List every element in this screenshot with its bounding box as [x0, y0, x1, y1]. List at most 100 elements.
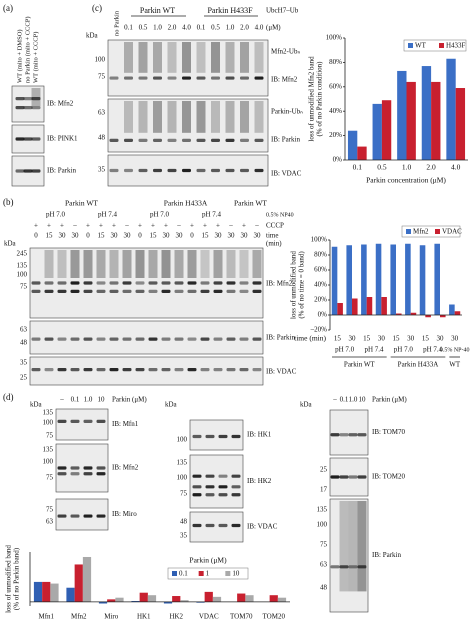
- smear: [138, 101, 148, 133]
- cccp-sign: –: [254, 222, 259, 230]
- cccp-label: CCCP: [266, 222, 284, 230]
- band: [15, 169, 25, 173]
- band: [252, 337, 262, 341]
- bar: [397, 70, 407, 160]
- band: [231, 434, 241, 439]
- x-tick-label: 15: [363, 335, 371, 343]
- smear: [148, 250, 158, 278]
- time-label: 30: [228, 232, 236, 240]
- band: [96, 472, 106, 476]
- smear: [109, 250, 119, 278]
- smear: [124, 101, 133, 133]
- kda-marker: 100: [43, 458, 54, 466]
- smear: [161, 250, 171, 278]
- lane-label: 0.5: [139, 24, 148, 32]
- band: [23, 137, 33, 141]
- band: [83, 368, 93, 372]
- band: [211, 76, 220, 80]
- band: [31, 97, 41, 101]
- kda-marker: 48: [20, 339, 28, 347]
- bar: [440, 315, 446, 318]
- group-label: Parkin H433A: [164, 199, 208, 208]
- legend-label: VDAC: [442, 228, 462, 236]
- bar: [406, 81, 416, 160]
- smear: [254, 101, 264, 133]
- bar: [196, 601, 205, 603]
- x-tick-label: 30: [407, 335, 415, 343]
- smear: [167, 101, 177, 133]
- band: [96, 514, 106, 518]
- band: [357, 433, 367, 437]
- condition-label: pH 7.4: [98, 211, 118, 219]
- band: [218, 523, 228, 528]
- bar: [446, 58, 456, 160]
- y-tick-label: 20%: [314, 296, 327, 304]
- band: [240, 138, 249, 142]
- bar: [180, 600, 189, 602]
- time-label: 30: [215, 232, 223, 240]
- cccp-sign: –: [72, 222, 77, 230]
- condition-label: pH 7.4: [364, 346, 384, 354]
- smear: [240, 101, 249, 133]
- time-label: 0: [190, 232, 194, 240]
- smear: [83, 250, 93, 278]
- bar: [434, 243, 440, 315]
- lane-label: no Parkin: [113, 10, 120, 36]
- band: [218, 485, 228, 489]
- smear: [357, 501, 367, 592]
- band: [348, 433, 358, 437]
- band: [254, 138, 264, 142]
- kda-marker: 75: [320, 541, 328, 549]
- band: [138, 138, 148, 142]
- blot-label: IB: PINK1: [47, 135, 78, 143]
- lane-label: 4.0: [255, 24, 264, 32]
- time-label: 30: [111, 232, 119, 240]
- x-tick-label: VDAC: [199, 613, 219, 621]
- lane-label: 2.0: [168, 24, 177, 32]
- bar: [245, 595, 254, 602]
- band: [96, 289, 106, 293]
- bar: [346, 245, 352, 315]
- kda-marker: 100: [43, 419, 54, 427]
- cccp-sign: +: [60, 222, 64, 230]
- band: [83, 281, 93, 285]
- x-tick-label: 15: [422, 335, 430, 343]
- cccp-sign: +: [47, 222, 51, 230]
- bar: [204, 591, 213, 602]
- panel-label: (d): [3, 392, 14, 402]
- bar: [390, 244, 396, 315]
- band: [124, 168, 133, 173]
- x-tick-label: 15: [334, 335, 342, 343]
- band: [70, 419, 80, 423]
- blot-label: Mfn2-Ubₙ: [271, 48, 300, 56]
- lane-label: 1.0: [84, 396, 93, 404]
- band: [57, 368, 67, 372]
- lane-label: 0.1: [340, 396, 349, 404]
- cccp-sign: +: [138, 222, 142, 230]
- kda-marker: 75: [98, 73, 106, 81]
- band: [239, 337, 249, 341]
- band: [192, 434, 202, 439]
- kda-marker: 100: [177, 474, 188, 482]
- blot-label: IB: Mfn1: [112, 420, 139, 428]
- smear: [182, 101, 191, 133]
- band: [226, 337, 236, 341]
- y-tick-label: –20%: [310, 326, 328, 334]
- y-tick-label: 60%: [314, 266, 327, 274]
- condition-label: pH 7.4: [423, 346, 443, 354]
- bar: [421, 66, 432, 160]
- bar: [425, 315, 431, 318]
- bar: [33, 581, 43, 602]
- cccp-sign: –: [124, 222, 129, 230]
- y-tick-label: 40%: [314, 281, 327, 289]
- bar: [357, 146, 367, 160]
- band: [83, 337, 93, 341]
- bar: [361, 244, 367, 315]
- band: [15, 97, 25, 101]
- time-label: 15: [202, 232, 210, 240]
- band: [122, 289, 132, 293]
- band: [31, 281, 41, 285]
- band: [254, 168, 264, 173]
- blot: [11, 85, 45, 123]
- x-tick-label: 2.0: [426, 163, 436, 172]
